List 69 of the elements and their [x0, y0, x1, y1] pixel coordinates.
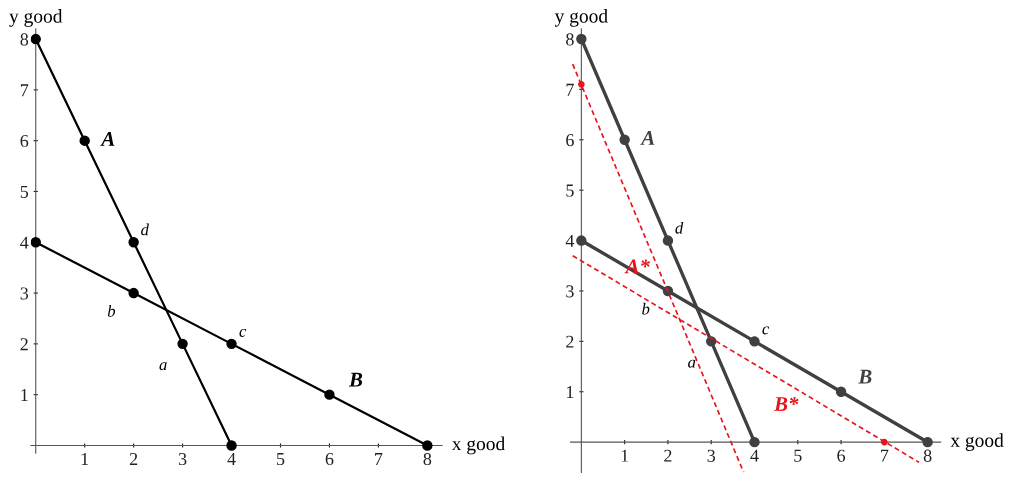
y-tick-label: 6	[20, 134, 29, 148]
y-tick-label: 4	[20, 236, 29, 249]
series-label: B	[858, 369, 872, 384]
x-tick-label: 4	[227, 453, 236, 465]
x-tick-label: 6	[325, 452, 334, 466]
x-tick-label: 3	[178, 452, 187, 466]
point	[578, 81, 585, 88]
point	[576, 33, 587, 45]
annotation: c	[239, 328, 247, 337]
y-tick-label: 3	[20, 287, 29, 300]
y-tick-label: 5	[20, 185, 29, 198]
point	[749, 336, 760, 347]
point	[226, 440, 237, 451]
x-tick-label: 2	[664, 449, 672, 462]
x-tick-label: 6	[837, 449, 846, 462]
y-tick-label: 8	[566, 33, 574, 46]
series-label: A	[100, 131, 115, 146]
point	[30, 33, 41, 45]
annotation: b	[107, 304, 116, 317]
point	[576, 235, 587, 246]
series-label: B*	[773, 396, 799, 411]
point	[30, 237, 41, 248]
x-tick-label: 3	[707, 449, 716, 462]
y-tick-label: 5	[566, 184, 574, 197]
x-axis-title: x good	[950, 433, 1004, 451]
x-tick-label: 8	[423, 452, 432, 466]
point	[835, 386, 847, 397]
y-tick-label: 3	[566, 285, 574, 298]
y-axis-title: y good	[9, 9, 63, 27]
y-tick-label: 2	[566, 335, 574, 348]
x-tick-label: 1	[81, 453, 89, 465]
x-tick-label: 4	[750, 449, 759, 462]
point	[662, 235, 674, 246]
annotation: d	[675, 221, 684, 234]
point	[422, 440, 433, 451]
x-tick-label: 8	[923, 449, 932, 462]
x-tick-label: 1	[621, 449, 629, 462]
point	[324, 389, 335, 400]
y-tick-label: 1	[566, 386, 574, 398]
point	[619, 134, 630, 145]
y-tick-label: 4	[565, 234, 575, 247]
y-tick-label: 8	[20, 33, 29, 46]
series-label: B	[348, 372, 363, 387]
point	[922, 436, 933, 448]
y-tick-label: 1	[21, 389, 28, 401]
annotation: b	[642, 302, 650, 315]
x-tick-label: 7	[375, 453, 383, 465]
x-tick-label: 2	[129, 452, 138, 465]
annotation: a	[159, 362, 167, 371]
y-axis-title: y good	[554, 9, 608, 27]
point	[226, 338, 237, 350]
point	[128, 287, 139, 299]
point	[79, 135, 90, 146]
y-tick-label: 7	[20, 84, 29, 97]
annotation: d	[141, 223, 149, 236]
point	[177, 338, 188, 350]
annotation: a	[688, 359, 696, 368]
y-tick-label: 6	[566, 134, 574, 147]
point	[128, 237, 139, 248]
x-tick-label: 5	[277, 453, 285, 466]
x-tick-label: 5	[794, 449, 802, 462]
series-label: A*	[624, 259, 650, 274]
x-axis-title: x good	[451, 436, 505, 455]
x-tick-label: 7	[881, 449, 889, 462]
annotation: c	[762, 326, 770, 335]
y-tick-label: 7	[566, 83, 574, 96]
point	[749, 436, 760, 448]
y-tick-label: 2	[20, 338, 28, 351]
series-label: A	[640, 131, 655, 145]
